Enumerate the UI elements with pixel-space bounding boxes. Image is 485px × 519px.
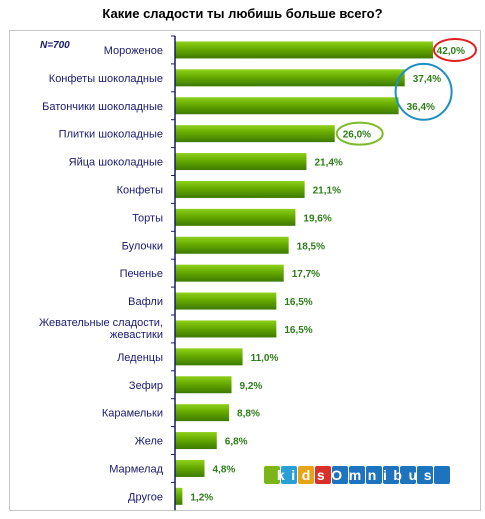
logo-tile (281, 466, 297, 484)
highlight-circle (394, 62, 453, 121)
value-label: 17,7% (292, 269, 320, 280)
value-label: 26,0% (343, 130, 371, 141)
category-label: Конфеты шоколадные (49, 73, 163, 85)
value-label: 8,8% (237, 409, 260, 420)
chart-title: Какие сладости ты любишь больше всего? (102, 6, 383, 21)
value-label: 36,4% (407, 102, 435, 113)
category-label: Конфеты (117, 184, 163, 196)
bar (175, 432, 217, 450)
value-label: 37,4% (413, 74, 441, 85)
bar (175, 153, 307, 171)
value-label: 16,5% (284, 297, 312, 308)
bar (175, 125, 335, 143)
value-label: 6,8% (225, 437, 248, 448)
value-label: 9,2% (240, 381, 263, 392)
bar (175, 180, 305, 198)
category-label: Жевательные сладости, жевастики (39, 317, 163, 341)
category-label: Карамельки (102, 408, 163, 420)
value-label: 19,6% (303, 213, 331, 224)
value-label: 4,8% (212, 464, 235, 475)
value-label: 18,5% (297, 241, 325, 252)
category-label: Леденцы (117, 352, 163, 364)
highlight-circle (433, 37, 477, 62)
logo-tile (332, 466, 348, 484)
category-label: Плитки шоколадные (59, 129, 163, 141)
value-label: 11,0% (251, 353, 279, 364)
bar (175, 41, 433, 59)
category-label: Булочки (122, 240, 163, 252)
logo-text: kidsOmnibus (277, 467, 438, 483)
logo-tile (264, 466, 280, 484)
category-label: Другое (128, 491, 163, 503)
highlight-circle (335, 121, 384, 146)
bar (175, 97, 399, 115)
category-label: Мороженое (104, 45, 163, 57)
category-label: Мармелад (109, 463, 163, 475)
bar (175, 404, 230, 422)
logo-tile (383, 466, 399, 484)
bar (175, 459, 205, 477)
sample-size-note: N=700 (40, 40, 70, 51)
value-label: 21,1% (313, 185, 341, 196)
category-label: Вафли (128, 296, 163, 308)
bar (175, 320, 277, 338)
logo-tile (315, 466, 331, 484)
logo-tile (400, 466, 416, 484)
category-label: Печенье (120, 268, 163, 280)
bar (175, 264, 284, 282)
bar (175, 69, 405, 87)
category-label: Яйца шоколадные (69, 157, 163, 169)
category-label: Торты (132, 212, 163, 224)
category-label: Желе (135, 436, 163, 448)
category-label: Батончики шоколадные (42, 101, 163, 113)
bar (175, 208, 296, 226)
value-label: 42,0% (437, 46, 465, 57)
category-label: Зефир (129, 380, 163, 392)
kidsomnibus-logo: kidsOmnibus (264, 466, 450, 484)
logo-tile (349, 466, 365, 484)
bar (175, 487, 183, 505)
logo-tile (366, 466, 382, 484)
bar (175, 348, 243, 366)
bar (175, 236, 289, 254)
value-label: 21,4% (314, 158, 342, 169)
value-label: 1,2% (190, 492, 213, 503)
bar (175, 292, 277, 310)
bar (175, 376, 232, 394)
logo-tile (298, 466, 314, 484)
logo-tile (434, 466, 450, 484)
value-label: 16,5% (284, 325, 312, 336)
logo-tile (417, 466, 433, 484)
